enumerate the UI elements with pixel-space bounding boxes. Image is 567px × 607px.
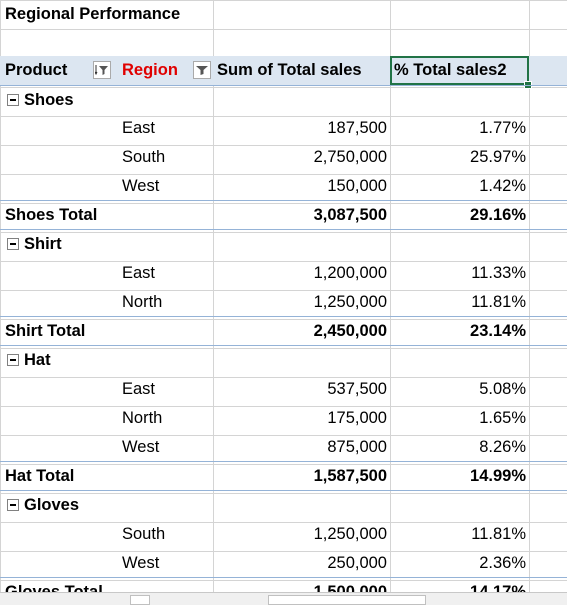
subtotal-label[interactable]: Hat Total [5,467,75,485]
pivot-header-row: Product Region Sum of Total sales % Tota… [0,56,567,86]
region-cell[interactable]: East [122,264,156,282]
region-cell[interactable]: North [122,409,163,427]
table-row: East 537,500 5.08% [0,375,567,404]
pct-cell[interactable]: 11.33% [471,264,526,282]
subtotal-pct[interactable]: 23.14% [470,322,526,340]
column-divider [213,0,214,604]
region-cell[interactable]: North [122,293,163,311]
sales-cell[interactable]: 2,750,000 [313,148,387,166]
sum-sales-header[interactable]: Sum of Total sales [217,61,362,79]
column-divider [529,0,530,604]
pct-cell[interactable]: 8.26% [479,438,526,456]
sales-cell[interactable]: 187,500 [327,119,387,137]
sales-cell[interactable]: 875,000 [327,438,387,456]
sheet-title: Regional Performance [5,5,181,23]
pct-cell[interactable]: 1.42% [479,177,526,195]
subtotal-pct[interactable]: 14.99% [470,467,526,485]
pct-cell[interactable]: 2.36% [479,554,526,572]
table-row: West 150,000 1.42% [0,172,567,201]
table-row: South 2,750,000 25.97% [0,143,567,172]
group-label[interactable]: Shirt [24,235,62,253]
table-row: East 1,200,000 11.33% [0,259,567,288]
region-cell[interactable]: East [122,119,156,137]
subtotal-pct[interactable]: 29.16% [470,206,526,224]
table-row: West 250,000 2.36% [0,549,567,578]
sort-filter-icon [95,65,108,76]
minus-box-icon[interactable] [7,238,19,250]
subtotal-label[interactable]: Shirt Total [5,322,86,340]
sales-cell[interactable]: 150,000 [327,177,387,195]
subtotal-sales[interactable]: 2,450,000 [313,322,387,340]
region-cell[interactable]: West [122,177,160,195]
group-label[interactable]: Shoes [24,91,74,109]
group-label[interactable]: Hat [24,351,51,369]
title-row: Regional Performance [0,0,567,29]
group-row-shirt: Shirt [0,229,567,259]
region-header[interactable]: Region [122,61,178,79]
pct-cell[interactable]: 25.97% [470,148,526,166]
pct-sales-header[interactable]: % Total sales2 [394,61,507,79]
table-row: East 187,500 1.77% [0,114,567,143]
filter-icon [196,66,208,75]
minus-box-icon[interactable] [7,499,19,511]
sales-cell[interactable]: 175,000 [327,409,387,427]
horizontal-scrollbar[interactable] [0,592,567,605]
pct-cell[interactable]: 1.65% [479,409,526,427]
pct-cell[interactable]: 11.81% [471,525,526,543]
minus-box-icon[interactable] [7,94,19,106]
subtotal-label[interactable]: Shoes Total [5,206,98,224]
product-header[interactable]: Product [5,61,68,79]
table-row: South 1,250,000 11.81% [0,520,567,549]
table-row: West 875,000 8.26% [0,433,567,462]
sales-cell[interactable]: 1,200,000 [313,264,387,282]
group-row-gloves: Gloves [0,490,567,520]
region-cell[interactable]: West [122,554,160,572]
pct-cell[interactable]: 5.08% [479,380,526,398]
sales-cell[interactable]: 1,250,000 [313,525,387,543]
group-row-shoes: Shoes [0,85,567,115]
pct-cell[interactable]: 1.77% [479,119,526,137]
region-cell[interactable]: South [122,148,166,166]
table-row: North 175,000 1.65% [0,404,567,433]
sales-cell[interactable]: 250,000 [327,554,387,572]
subtotal-sales[interactable]: 3,087,500 [313,206,387,224]
subtotal-row: Hat Total 1,587,500 14.99% [0,461,567,491]
active-cell-border [390,56,529,85]
sales-cell[interactable]: 537,500 [327,380,387,398]
sales-cell[interactable]: 1,250,000 [313,293,387,311]
subtotal-row: Shoes Total 3,087,500 29.16% [0,200,567,230]
product-filter-button[interactable] [93,61,111,79]
region-cell[interactable]: South [122,525,166,543]
group-row-hat: Hat [0,345,567,375]
minus-box-icon[interactable] [7,354,19,366]
subtotal-sales[interactable]: 1,587,500 [313,467,387,485]
region-cell[interactable]: East [122,380,156,398]
column-divider [390,0,391,604]
region-filter-button[interactable] [193,61,211,79]
group-label[interactable]: Gloves [24,496,80,514]
pct-cell[interactable]: 11.81% [471,293,526,311]
subtotal-row: Shirt Total 2,450,000 23.14% [0,316,567,346]
table-row: North 1,250,000 11.81% [0,288,567,317]
region-cell[interactable]: West [122,438,160,456]
